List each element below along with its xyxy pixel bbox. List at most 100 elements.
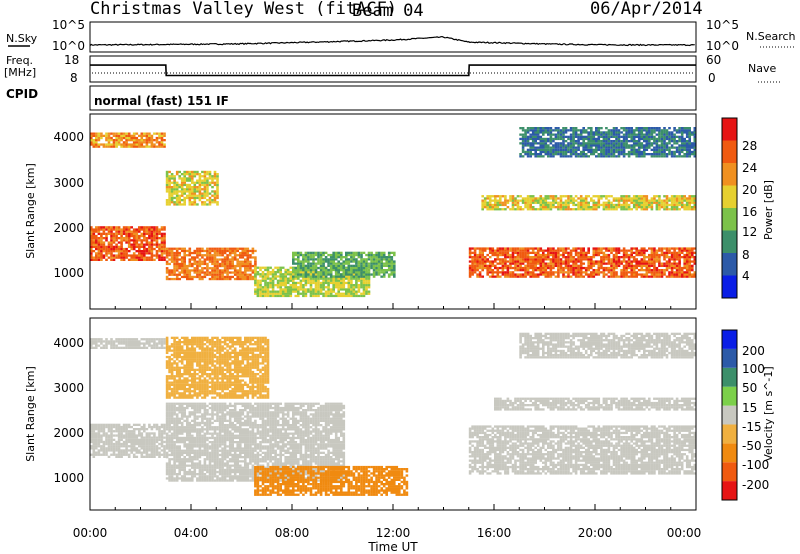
power-cell <box>678 266 681 270</box>
power-cell <box>478 264 482 267</box>
power-cell <box>110 247 113 251</box>
velocity-cell <box>95 432 98 435</box>
power-cell <box>627 150 631 154</box>
power-cell <box>206 267 209 270</box>
velocity-cell <box>148 436 151 439</box>
power-cell <box>92 228 96 231</box>
power-cell <box>574 135 578 138</box>
power-cell <box>110 228 113 231</box>
power-cell <box>590 131 593 134</box>
power-cell <box>155 241 159 244</box>
power-cell <box>165 249 169 253</box>
power-cell <box>188 277 192 281</box>
power-cell <box>552 273 555 276</box>
power-cell <box>650 144 654 147</box>
power-cell <box>564 251 568 254</box>
power-cell <box>246 256 250 259</box>
power-cell <box>658 133 661 136</box>
power-cell <box>663 271 666 274</box>
power-cell <box>254 264 257 268</box>
power-cell <box>622 153 626 156</box>
power-cell <box>607 153 611 156</box>
power-cell <box>577 144 580 147</box>
power-cell <box>542 273 545 276</box>
power-cell <box>663 256 666 259</box>
power-cell <box>319 266 323 270</box>
power-cell <box>340 286 343 289</box>
power-cell <box>668 146 671 149</box>
power-cell <box>244 249 247 253</box>
power-cell <box>693 197 697 200</box>
power-cell <box>274 290 277 293</box>
power-cell <box>590 135 593 138</box>
power-cell <box>365 264 368 267</box>
power-cell <box>494 251 497 254</box>
power-cell <box>135 239 139 242</box>
power-cell <box>473 271 477 274</box>
power-cell <box>536 260 540 263</box>
power-cell <box>193 258 197 261</box>
power-cell <box>691 275 694 278</box>
power-cell <box>140 239 144 242</box>
power-cell <box>191 170 194 174</box>
power-cell <box>691 133 694 136</box>
velocity-cell <box>125 449 128 452</box>
power-cell <box>602 140 606 143</box>
power-cell <box>357 279 361 282</box>
power-cell <box>600 133 603 136</box>
power-cell <box>380 269 383 272</box>
power-cell <box>559 148 563 151</box>
velocity-cell <box>158 451 161 454</box>
power-cell <box>622 275 626 278</box>
power-cell <box>547 155 550 158</box>
power-cell <box>385 271 388 274</box>
power-cell <box>590 133 593 136</box>
velocity-cell <box>130 449 133 452</box>
power-cell <box>632 199 636 202</box>
power-cell <box>307 269 310 272</box>
power-cell <box>112 239 116 242</box>
power-cell <box>327 273 330 276</box>
power-cell <box>266 275 270 278</box>
velocity-cell <box>120 428 123 431</box>
power-cell <box>635 203 638 207</box>
velocity-cell <box>97 430 101 433</box>
power-cell <box>385 264 388 267</box>
power-cell <box>309 288 313 291</box>
power-cell <box>658 195 661 198</box>
power-cell <box>552 260 555 263</box>
power-cell <box>524 251 527 254</box>
power-cell <box>372 275 376 278</box>
power-cell <box>547 150 550 154</box>
power-cell <box>251 277 255 281</box>
power-cell <box>314 281 318 285</box>
power-cell <box>244 251 247 255</box>
power-cell <box>526 253 530 257</box>
power-cell <box>592 133 596 136</box>
power-cell <box>324 286 328 289</box>
power-cell <box>90 139 93 142</box>
power-cell <box>547 262 550 265</box>
power-cell <box>668 150 671 154</box>
power-cell <box>168 201 171 204</box>
power-cell <box>587 206 590 209</box>
power-cell <box>269 286 272 289</box>
power-cell <box>203 188 207 191</box>
power-cell <box>236 264 239 268</box>
power-cell <box>206 188 209 191</box>
power-cell <box>590 142 593 145</box>
power-cell <box>372 264 376 267</box>
power-cell <box>577 275 580 278</box>
power-cell <box>539 137 543 141</box>
power-cell <box>188 170 192 174</box>
velocity-cell <box>122 425 126 429</box>
power-cell <box>362 288 366 291</box>
power-cell <box>170 249 174 253</box>
power-cell <box>292 279 295 282</box>
power-cell <box>655 129 659 132</box>
power-cell <box>539 142 543 145</box>
power-cell <box>203 196 207 200</box>
velocity-cell <box>127 453 131 456</box>
power-cell <box>228 267 232 270</box>
velocity-cell <box>145 455 149 458</box>
